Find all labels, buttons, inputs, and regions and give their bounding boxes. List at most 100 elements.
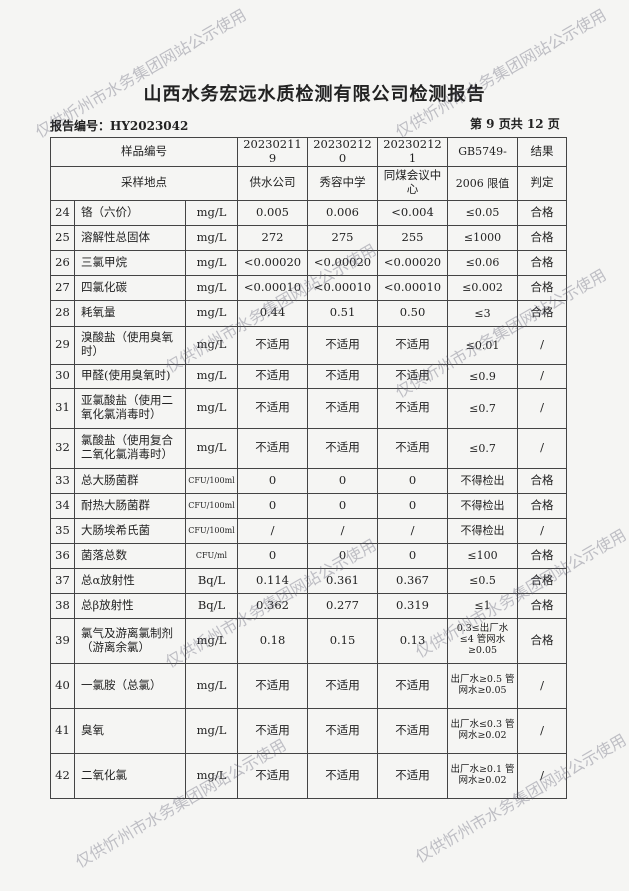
row-number: 40 bbox=[50, 662, 75, 709]
result: 合格 bbox=[517, 542, 567, 569]
unit: mg/L bbox=[185, 662, 238, 709]
table-row: 41 臭氧 mg/L 不适用 不适用 不适用 出厂水≤0.3 管网水≥0.02/ bbox=[50, 707, 567, 754]
report-title: 山西水务宏远水质检测有限公司检测报告 bbox=[143, 84, 486, 105]
value: 0.319 bbox=[377, 592, 448, 619]
result: 合格 bbox=[517, 299, 567, 327]
row-number: 36 bbox=[50, 542, 75, 569]
unit: mg/L bbox=[185, 363, 238, 389]
unit: mg/L bbox=[185, 752, 238, 799]
sample-site: 同煤会议中心 bbox=[377, 165, 448, 201]
value: 不适用 bbox=[237, 707, 308, 754]
value: 0.361 bbox=[307, 567, 378, 594]
limit: 出厂水≥0.5 管网水≥0.05 bbox=[447, 662, 518, 709]
sample-site: 秀容中学 bbox=[307, 165, 378, 201]
value: / bbox=[377, 517, 448, 544]
row-number: 28 bbox=[50, 299, 75, 327]
result: / bbox=[517, 427, 567, 469]
value: 0.114 bbox=[237, 567, 308, 594]
item-name: 菌落总数 bbox=[74, 542, 186, 569]
value: 275 bbox=[307, 224, 378, 251]
limit: ≤0.002 bbox=[447, 274, 518, 301]
value: 不适用 bbox=[307, 325, 378, 365]
unit: mg/L bbox=[185, 427, 238, 469]
row-number: 38 bbox=[50, 592, 75, 619]
item-name: 总α放射性 bbox=[74, 567, 186, 594]
table-row: 34 耐热大肠菌群 CFU/100ml 0 0 0 不得检出 合格 bbox=[50, 492, 567, 519]
value: 不适用 bbox=[377, 707, 448, 754]
item-name: 甲醛(使用臭氧时) bbox=[74, 363, 186, 389]
item-name: 氯气及游离氯制剂（游离余氯） bbox=[74, 617, 186, 664]
value: <0.00020 bbox=[377, 249, 448, 276]
unit: mg/L bbox=[185, 325, 238, 365]
unit: mg/L bbox=[185, 707, 238, 754]
unit: mg/L bbox=[185, 617, 238, 664]
value: 0.50 bbox=[377, 299, 448, 327]
page-indicator: 第 9 页共 12 页 bbox=[470, 117, 560, 131]
value: 0 bbox=[307, 467, 378, 494]
unit: Bq/L bbox=[185, 567, 238, 594]
value: 0.005 bbox=[237, 199, 308, 226]
result: 合格 bbox=[517, 492, 567, 519]
result: 合格 bbox=[517, 467, 567, 494]
value: 不适用 bbox=[377, 325, 448, 365]
item-name: 大肠埃希氏菌 bbox=[74, 517, 186, 544]
row-number: 42 bbox=[50, 752, 75, 799]
value: 0.44 bbox=[237, 299, 308, 327]
value: 0 bbox=[307, 542, 378, 569]
row-number: 39 bbox=[50, 617, 75, 664]
value: 不适用 bbox=[377, 387, 448, 429]
item-name: 总β放射性 bbox=[74, 592, 186, 619]
value: 0 bbox=[237, 467, 308, 494]
limit: 出厂水≤0.3 管网水≥0.02 bbox=[447, 707, 518, 754]
value: <0.00020 bbox=[237, 249, 308, 276]
value: 0 bbox=[377, 467, 448, 494]
limit: ≤100 bbox=[447, 542, 518, 569]
value: <0.00010 bbox=[237, 274, 308, 301]
table-row: 30 甲醛(使用臭氧时) mg/L 不适用 不适用 不适用 ≤0.9/ bbox=[50, 363, 567, 389]
result-header-1: 结果 bbox=[517, 137, 567, 167]
limit: 不得检出 bbox=[447, 492, 518, 519]
item-name: 二氧化氯 bbox=[74, 752, 186, 799]
value: 0.51 bbox=[307, 299, 378, 327]
sample-no: 202302121 bbox=[377, 137, 448, 167]
value: 不适用 bbox=[307, 707, 378, 754]
value: 0 bbox=[377, 492, 448, 519]
item-name: 总大肠菌群 bbox=[74, 467, 186, 494]
row-number: 25 bbox=[50, 224, 75, 251]
row-number: 31 bbox=[50, 387, 75, 429]
result: 合格 bbox=[517, 592, 567, 619]
table-row: 25 溶解性总固体 mg/L 272 275 255 ≤1000 合格 bbox=[50, 224, 567, 251]
value: 不适用 bbox=[237, 427, 308, 469]
limit: ≤1000 bbox=[447, 224, 518, 251]
limit: ≤3 bbox=[447, 299, 518, 327]
item-name: 溶解性总固体 bbox=[74, 224, 186, 251]
result-header-2: 判定 bbox=[517, 165, 567, 201]
result: 合格 bbox=[517, 224, 567, 251]
value: <0.00010 bbox=[307, 274, 378, 301]
row-number: 34 bbox=[50, 492, 75, 519]
table-row: 42 二氧化氯 mg/L 不适用 不适用 不适用 出厂水≥0.1 管网水≥0.02/ bbox=[50, 752, 567, 799]
row-number: 27 bbox=[50, 274, 75, 301]
table-row: 40 一氯胺（总氯） mg/L 不适用 不适用 不适用 出厂水≥0.5 管网水≥0.05/ bbox=[50, 662, 567, 709]
result: / bbox=[517, 387, 567, 429]
table-row: 33 总大肠菌群 CFU/100ml 0 0 0 不得检出 合格 bbox=[50, 467, 567, 494]
table-row: 36 菌落总数 CFU/ml 0 0 0 ≤100 合格 bbox=[50, 542, 567, 569]
result: / bbox=[517, 662, 567, 709]
value: 不适用 bbox=[237, 387, 308, 429]
value: 0.277 bbox=[307, 592, 378, 619]
table-row: 37 总α放射性 Bq/L 0.114 0.361 0.367 ≤0.5 合格 bbox=[50, 567, 567, 594]
result: / bbox=[517, 325, 567, 365]
limit: ≤0.5 bbox=[447, 567, 518, 594]
value: 0.13 bbox=[377, 617, 448, 664]
value: 不适用 bbox=[307, 363, 378, 389]
limit: ≤1 bbox=[447, 592, 518, 619]
table-row: 38 总β放射性 Bq/L 0.362 0.277 0.319 ≤1 合格 bbox=[50, 592, 567, 619]
row-number: 37 bbox=[50, 567, 75, 594]
value: 不适用 bbox=[237, 662, 308, 709]
table-row: 24 铬（六价） mg/L 0.005 0.006 <0.004 ≤0.05 合格 bbox=[50, 199, 567, 226]
value: 不适用 bbox=[307, 662, 378, 709]
result: / bbox=[517, 752, 567, 799]
row-number: 41 bbox=[50, 707, 75, 754]
unit: mg/L bbox=[185, 387, 238, 429]
unit: mg/L bbox=[185, 224, 238, 251]
